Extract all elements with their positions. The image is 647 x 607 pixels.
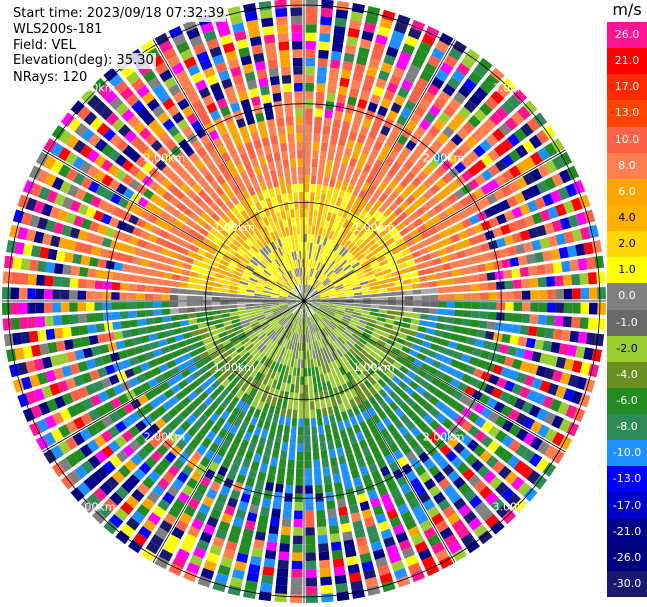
elevation-label: Elevation(deg): 35.30 [11, 53, 156, 69]
colorbar-segment [607, 22, 647, 49]
range-label: 2.00km [423, 431, 465, 444]
colorbar-tick-label: -10.0 [612, 446, 642, 460]
colorbar-segment [607, 544, 647, 572]
azimuth-spoke [152, 39, 305, 302]
start-time-label: Start time: 2023/09/18 07:32:39 [11, 6, 227, 22]
colorbar-segment [607, 387, 647, 415]
colorbar-segment [607, 152, 647, 180]
colorbar-tick-label: 21.0 [614, 54, 640, 68]
colorbar-tick-label: 10.0 [614, 132, 640, 146]
ppi-gates [2, 0, 606, 603]
azimuth-spoke [303, 149, 566, 302]
field-label: Field: VEL [11, 38, 78, 54]
colorbar-tick-label: 2.0 [618, 237, 636, 251]
colorbar-segment [607, 335, 647, 363]
colorbar-tick-label: 26.0 [614, 28, 640, 42]
colorbar-tick-label: 8.0 [618, 158, 636, 172]
colorbar-segment [607, 74, 647, 101]
colorbar-segment [607, 231, 647, 258]
range-label: 1.00km [213, 361, 255, 374]
colorbar-tick-label: -1.0 [616, 315, 638, 329]
colorbar-segment [607, 178, 647, 206]
colorbar-segment [607, 126, 647, 154]
colorbar-tick-label: -13.0 [612, 472, 642, 486]
colorbar-segment [607, 440, 647, 467]
azimuth-spoke [303, 39, 456, 302]
colorbar-segment [607, 518, 647, 546]
range-label: 1.00km [213, 221, 255, 234]
nrays-label: NRays: 120 [11, 70, 90, 86]
azimuth-spoke [303, 300, 456, 563]
colorbar-tick-label: -21.0 [612, 524, 642, 538]
colorbar-segment [607, 361, 647, 389]
azimuth-spoke [303, 300, 566, 453]
instrument-label: WLS200s-181 [11, 22, 105, 38]
colorbar-tick-label: 13.0 [614, 106, 640, 120]
range-label: 3.00km [492, 82, 534, 95]
colorbar-tick-label: 4.0 [618, 211, 636, 225]
colorbar-segment [607, 283, 647, 310]
azimuth-spoke [42, 149, 305, 302]
colorbar-segment [607, 466, 647, 493]
ppi-velocity-plot: 1.00km 1.00km 1.00km 1.00km 2.00km 2.00km 2.00… [2, 0, 606, 603]
colorbar-segment [607, 492, 647, 520]
colorbar-segment [607, 414, 647, 441]
colorbar-tick-label: -6.0 [616, 393, 638, 407]
colorbar-segment [607, 204, 647, 232]
colorbar-tick-label: 1.0 [618, 263, 636, 277]
colorbar-tick-label: -2.0 [616, 341, 638, 355]
colorbar-segment [607, 570, 647, 598]
range-label: 2.00km [144, 151, 186, 164]
colorbar-tick-label: -17.0 [612, 498, 642, 512]
colorbar-tick-label: -8.0 [616, 420, 638, 434]
colorbar-tick-label: -26.0 [612, 550, 642, 564]
colorbar-segment [607, 309, 647, 337]
range-label: 2.00km [423, 151, 465, 164]
range-label: 3.00km [74, 500, 116, 513]
colorbar-unit: m/s [612, 0, 642, 19]
colorbar-segment [607, 48, 647, 75]
colorbar-tick-label: -4.0 [616, 367, 638, 381]
colorbar-segment [607, 257, 647, 284]
colorbar-tick-label: 17.0 [614, 80, 640, 94]
range-label: 1.00km [353, 221, 395, 234]
velocity-colorbar [607, 22, 647, 598]
azimuth-spoke [152, 300, 305, 563]
colorbar-segment [607, 100, 647, 128]
range-label: 1.00km [353, 361, 395, 374]
colorbar-tick-label: 0.0 [618, 289, 636, 303]
azimuth-spoke [42, 300, 305, 453]
colorbar-tick-label: 6.0 [618, 184, 636, 198]
range-label: 3.00km [492, 500, 534, 513]
range-rings: 1.00km 1.00km 1.00km 1.00km 2.00km 2.00km 2.00… [2, 0, 606, 603]
colorbar-tick-label: -30.0 [612, 576, 642, 590]
range-label: 2.00km [144, 431, 186, 444]
